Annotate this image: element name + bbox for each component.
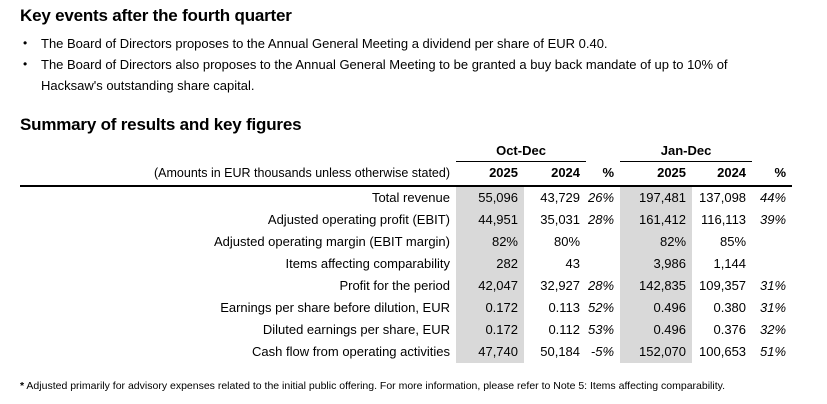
column-header-row: (Amounts in EUR thousands unless otherwi… (20, 161, 793, 187)
cell-value: 0.172 (456, 297, 524, 319)
bullet-icon: • (23, 36, 28, 50)
cell-value: 43,729 (540, 190, 581, 205)
period-group-jan-dec: Jan-Dec (620, 143, 753, 162)
row-label: Items affecting comparability (285, 256, 451, 271)
cell-value: 32,927 (540, 278, 581, 293)
cell-value: 51% (760, 344, 787, 359)
cell-value: 0.376 (713, 322, 747, 337)
spacer-cell (20, 143, 456, 162)
table-row: Cash flow from operating activities 47,7… (20, 341, 792, 363)
summary-title: Summary of results and key figures (20, 115, 302, 134)
cell-value (752, 253, 792, 275)
cell-value: 82% (456, 231, 524, 253)
period-group-row: Oct-Dec Jan-Dec (20, 143, 792, 162)
row-label: Adjusted operating margin (EBIT margin) (213, 234, 450, 249)
cell-value: 142,835 (620, 275, 693, 297)
table-row: Diluted earnings per share, EUR 0.172 0.… (20, 319, 792, 341)
cell-value: 100,653 (699, 344, 747, 359)
cell-value: 39% (760, 212, 787, 227)
cell-value: 35,031 (540, 212, 581, 227)
cell-value: 197,481 (620, 186, 693, 209)
cell-value: 0.113 (548, 300, 581, 315)
cell-value: -5% (590, 344, 615, 359)
cell-value: 44% (760, 190, 787, 205)
cell-value: 80% (553, 234, 581, 249)
list-item: • The Board of Directors also proposes t… (20, 54, 807, 96)
table-row: Adjusted operating profit (EBIT) 44,951 … (20, 209, 792, 231)
cell-value: 1,144 (713, 256, 747, 271)
row-label: Cash flow from operating activities (252, 344, 450, 359)
col-header-2024: 2024 (524, 161, 587, 187)
cell-value: 3,986 (620, 253, 693, 275)
table-row: Total revenue 55,096 43,729 26% 197,481 … (20, 186, 792, 209)
cell-value: 82% (620, 231, 693, 253)
cell-value: 28% (587, 278, 615, 293)
cell-value: 26% (587, 190, 615, 205)
col-header-2025: 2025 (620, 161, 693, 187)
cell-value: 55,096 (456, 186, 524, 209)
cell-value: 0.112 (548, 322, 581, 337)
cell-value: 109,357 (699, 278, 747, 293)
cell-value: 32% (760, 322, 787, 337)
cell-value: 282 (456, 253, 524, 275)
row-label: Total revenue (371, 190, 450, 205)
cell-value: 0.496 (620, 319, 693, 341)
cell-value: 53% (587, 322, 615, 337)
bullet-text: The Board of Directors proposes to the A… (41, 36, 608, 51)
cell-value: 31% (760, 300, 787, 315)
cell-value: 152,070 (620, 341, 693, 363)
cell-value: 43 (565, 256, 581, 271)
bullet-text: The Board of Directors also proposes to … (41, 57, 728, 93)
cell-value (752, 231, 792, 253)
row-label: Earnings per share before dilution, EUR (220, 300, 450, 315)
footnote-marker: * (20, 380, 25, 392)
footnote: * Adjusted primarily for advisory expens… (20, 380, 807, 393)
results-table: Oct-Dec Jan-Dec (Amounts in EUR thousand… (20, 143, 793, 363)
col-header-pct: % (752, 161, 793, 187)
cell-value: 31% (760, 278, 787, 293)
col-header-2024: 2024 (692, 161, 753, 187)
cell-value (586, 231, 620, 253)
cell-value: 52% (587, 300, 615, 315)
bullet-icon: • (23, 57, 28, 71)
cell-value: 28% (587, 212, 615, 227)
table-row: Adjusted operating margin (EBIT margin) … (20, 231, 792, 253)
cell-value: 0.496 (620, 297, 693, 319)
table-row: Items affecting comparability 282 43 3,9… (20, 253, 792, 275)
cell-value (586, 253, 620, 275)
cell-value: 116,113 (700, 212, 747, 227)
spacer-cell (586, 143, 620, 162)
row-label: Profit for the period (339, 278, 450, 293)
report-page: Key events after the fourth quarter • Th… (20, 6, 807, 393)
period-group-oct-dec: Oct-Dec (456, 143, 587, 162)
row-label: Adjusted operating profit (EBIT) (267, 212, 450, 227)
cell-value: 44,951 (456, 209, 524, 231)
cell-value: 50,184 (540, 344, 581, 359)
table-row: Earnings per share before dilution, EUR … (20, 297, 792, 319)
cell-value: 0.172 (456, 319, 524, 341)
key-events-list: • The Board of Directors proposes to the… (20, 33, 807, 96)
cell-value: 161,412 (620, 209, 693, 231)
list-item: • The Board of Directors proposes to the… (20, 33, 807, 54)
col-header-2025: 2025 (456, 161, 524, 187)
cell-value: 137,098 (699, 190, 747, 205)
amounts-note: (Amounts in EUR thousands unless otherwi… (20, 161, 456, 187)
cell-value: 0.380 (713, 300, 747, 315)
col-header-pct: % (586, 161, 621, 187)
spacer-cell (752, 143, 792, 162)
row-label: Diluted earnings per share, EUR (262, 322, 450, 337)
cell-value: 85% (720, 234, 747, 249)
cell-value: 47,740 (456, 341, 524, 363)
key-events-title: Key events after the fourth quarter (20, 6, 292, 25)
cell-value: 42,047 (456, 275, 524, 297)
footnote-text: Adjusted primarily for advisory expenses… (24, 380, 726, 392)
table-row: Profit for the period 42,047 32,927 28% … (20, 275, 792, 297)
